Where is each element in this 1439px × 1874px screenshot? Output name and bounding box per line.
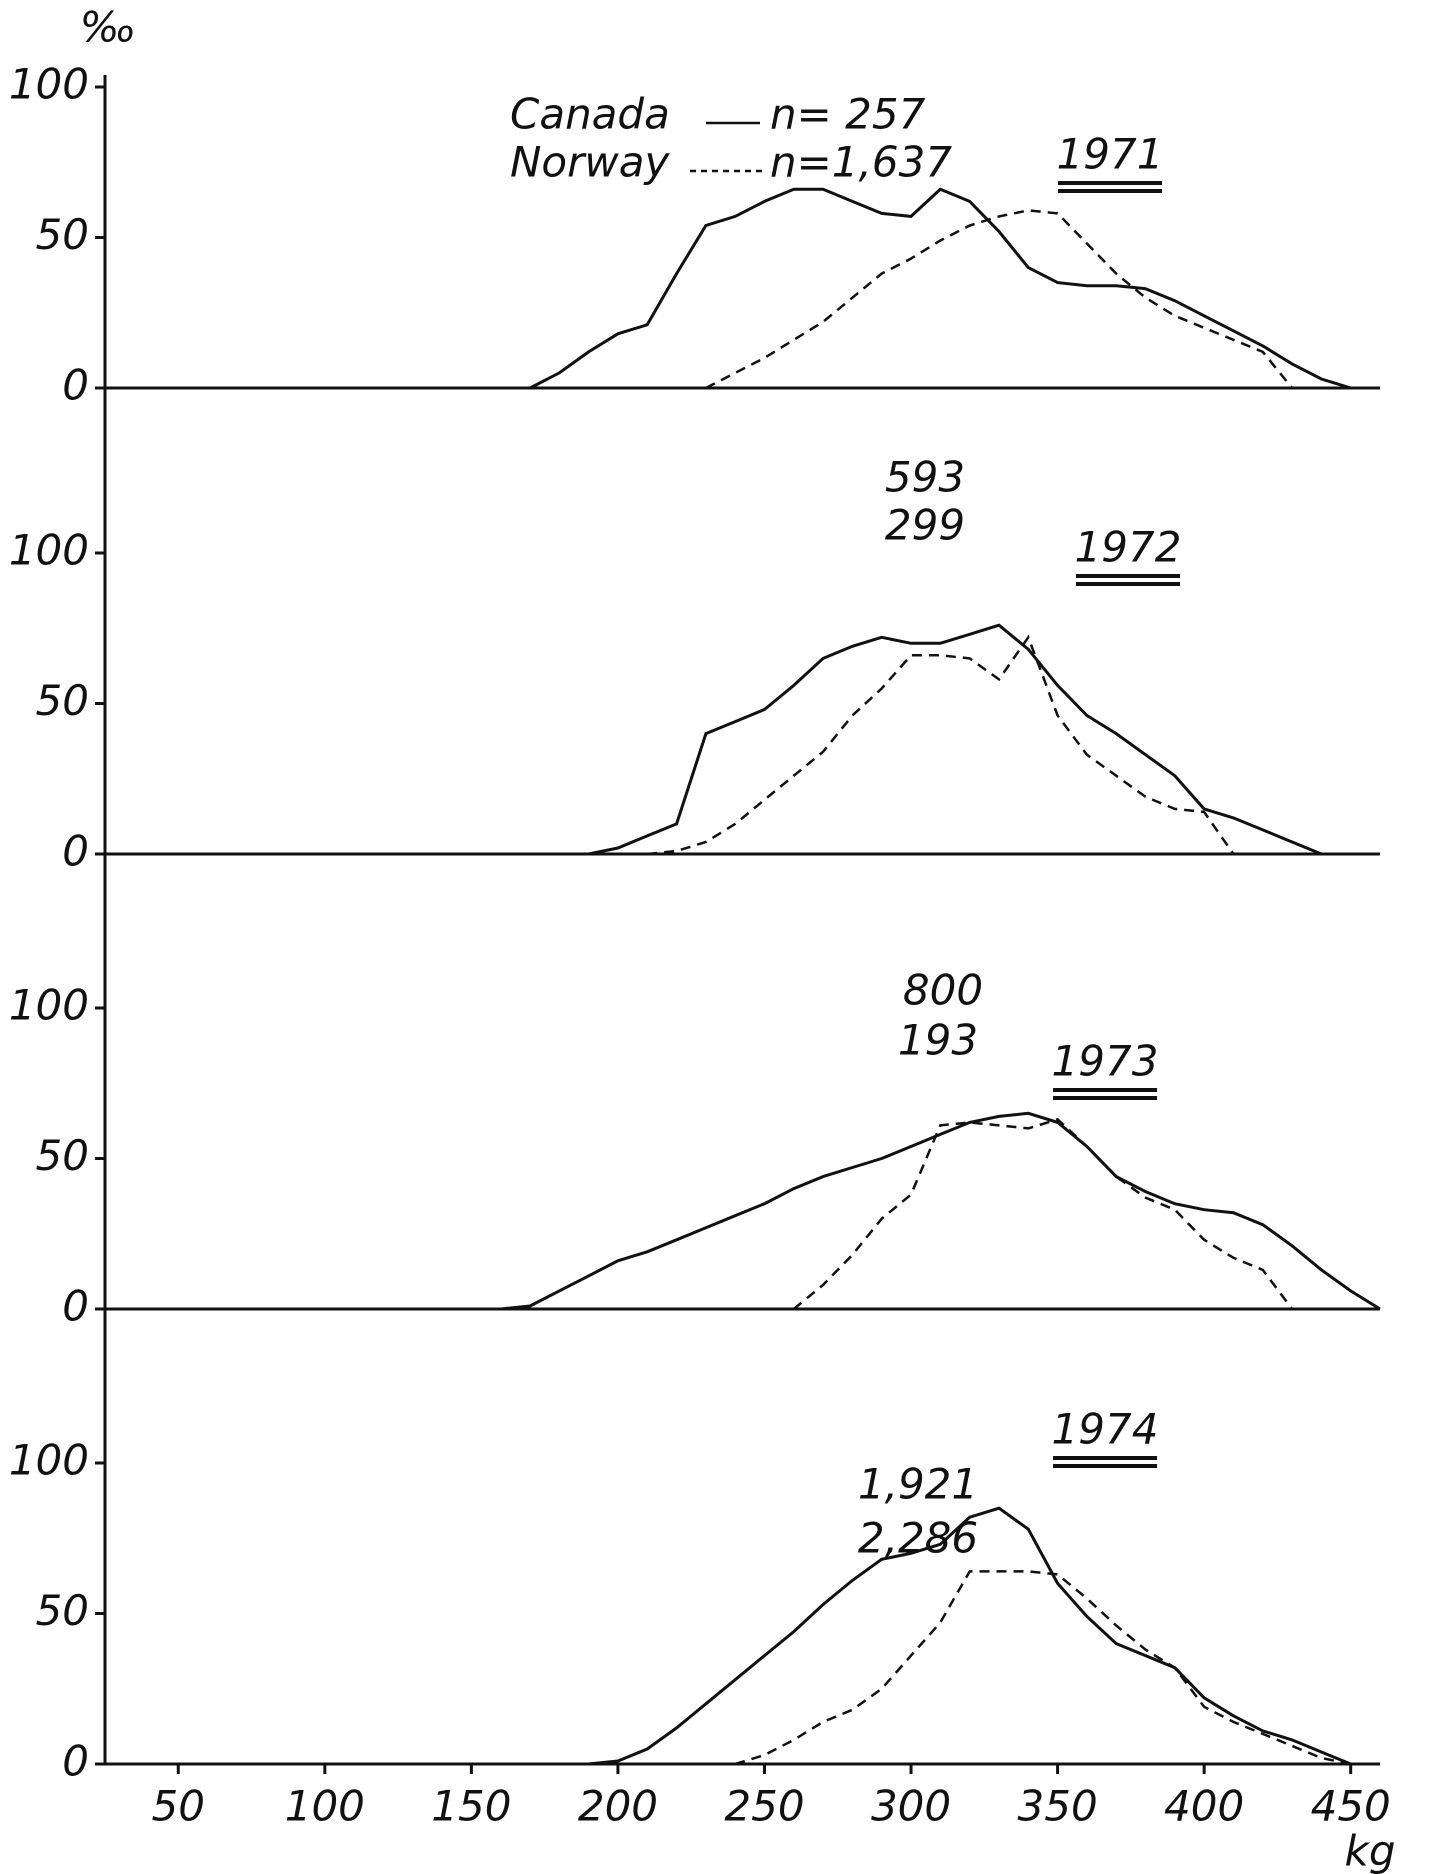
- y-tick-label: 100: [9, 526, 89, 575]
- x-tick-label: 100: [285, 1782, 365, 1831]
- y-tick-label: 0: [62, 361, 89, 410]
- y-axis-label: ‰: [80, 3, 137, 52]
- y-tick-label: 50: [36, 1586, 89, 1635]
- panel-title: 1971: [1057, 130, 1164, 179]
- x-tick-label: 150: [431, 1782, 511, 1831]
- sample-size: 2,286: [858, 1514, 978, 1563]
- y-tick-label: 50: [36, 1131, 89, 1180]
- sample-size: 193: [898, 1016, 978, 1065]
- legend-label: Norway: [510, 138, 670, 187]
- y-tick-label: 0: [62, 1282, 89, 1331]
- legend-n: n=1,637: [770, 138, 952, 187]
- x-tick-label: 350: [1018, 1782, 1098, 1831]
- y-tick-label: 0: [62, 1737, 89, 1786]
- series-line: [529, 187, 1352, 390]
- panel-title: 1974: [1052, 1405, 1159, 1454]
- x-tick-label: 450: [1311, 1782, 1391, 1831]
- series-line: [647, 634, 1235, 856]
- sample-size: 593: [885, 453, 965, 502]
- sample-size: 1,921: [858, 1460, 978, 1509]
- x-tick-label: 200: [578, 1782, 658, 1831]
- x-tick-label: 300: [871, 1782, 951, 1831]
- series-line: [793, 1117, 1294, 1310]
- series-line: [500, 1111, 1381, 1311]
- panel-title: 1973: [1052, 1037, 1159, 1086]
- sample-size: 800: [903, 966, 983, 1015]
- series-line: [588, 1506, 1352, 1766]
- legend-label: Canada: [510, 90, 670, 139]
- x-axis-label: kg: [1345, 1827, 1396, 1874]
- series-line: [734, 1570, 1351, 1766]
- x-tick-label: 50: [152, 1782, 205, 1831]
- series-line: [588, 623, 1351, 856]
- y-tick-label: 100: [9, 1436, 89, 1485]
- y-tick-label: 100: [9, 60, 89, 109]
- x-tick-label: 400: [1164, 1782, 1244, 1831]
- panel-title: 1972: [1075, 523, 1182, 572]
- series-line: [705, 209, 1294, 390]
- y-tick-label: 50: [36, 676, 89, 725]
- legend-n: n= 257: [770, 90, 926, 139]
- y-tick-label: 50: [36, 210, 89, 259]
- sample-size: 299: [885, 501, 965, 550]
- y-tick-label: 100: [9, 981, 89, 1030]
- x-tick-label: 250: [724, 1782, 804, 1831]
- y-tick-label: 0: [62, 827, 89, 876]
